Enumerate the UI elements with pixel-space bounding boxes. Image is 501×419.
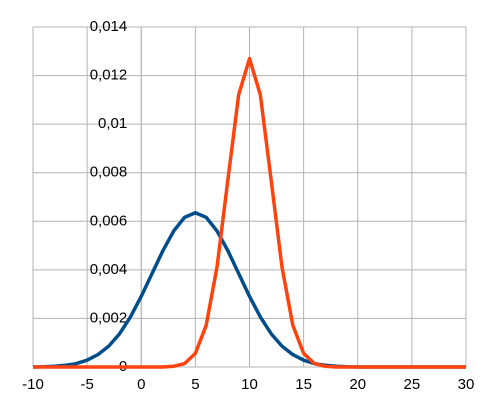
x-tick-label: 15 <box>295 376 312 393</box>
x-tick-label: 20 <box>349 376 366 393</box>
x-tick-label: 5 <box>191 376 199 393</box>
x-tick-label: -10 <box>22 376 44 393</box>
y-tick-label: 0,002 <box>90 309 128 326</box>
x-tick-label: 0 <box>137 376 145 393</box>
y-tick-label: 0,006 <box>90 212 128 229</box>
x-tick-label: 30 <box>458 376 475 393</box>
y-tick-label: 0,012 <box>90 67 128 84</box>
x-tick-label: 25 <box>404 376 421 393</box>
y-tick-label: 0,004 <box>90 261 128 278</box>
y-tick-label: 0,014 <box>90 18 128 35</box>
y-tick-label: 0,01 <box>98 115 127 132</box>
line-series <box>33 56 466 369</box>
x-tick-label: -5 <box>80 376 93 393</box>
x-tick-label: 10 <box>241 376 258 393</box>
y-tick-label: 0,008 <box>90 164 128 181</box>
